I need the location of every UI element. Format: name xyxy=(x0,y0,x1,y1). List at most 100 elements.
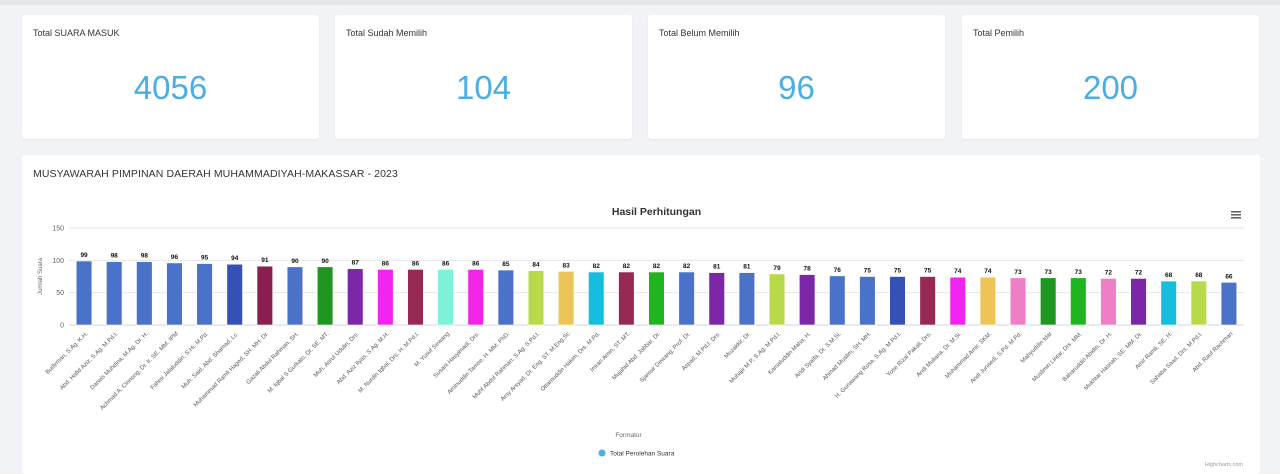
bar[interactable] xyxy=(859,276,876,326)
bar[interactable] xyxy=(708,272,725,326)
bar[interactable] xyxy=(557,271,575,326)
bar[interactable] xyxy=(799,274,816,326)
data-label: 73 xyxy=(1075,269,1083,276)
data-label: 90 xyxy=(321,258,329,265)
card-label: Total Pemilih xyxy=(973,28,1025,38)
bar[interactable] xyxy=(166,262,183,326)
bar[interactable] xyxy=(106,261,123,326)
data-label: 68 xyxy=(1165,272,1173,279)
x-tick-label: Abd. Hafid Aziz, S.Ag. M.Pd.I. xyxy=(59,331,120,392)
x-tick-label: Muhajir M.P, S.Ag. M.Pd.I. xyxy=(729,331,783,385)
bar[interactable] xyxy=(226,263,243,326)
bar[interactable] xyxy=(1070,277,1087,326)
x-tick-label: Fahmi Jalaluddin, S.Hi. M.Pd. xyxy=(150,331,210,391)
bar[interactable] xyxy=(467,269,484,326)
legend-marker[interactable] xyxy=(598,449,606,457)
bar[interactable] xyxy=(919,276,936,326)
credits-link[interactable]: Highcharts.com xyxy=(1205,462,1244,468)
x-tick-label: Gazali Abdul Rahman, SH. xyxy=(246,331,301,386)
data-label: 86 xyxy=(472,260,480,267)
bar[interactable] xyxy=(256,265,273,326)
data-label: 86 xyxy=(412,260,420,267)
card-value: 200 xyxy=(1082,69,1139,106)
card-total-pemilih: Total Pemilih 200 xyxy=(962,15,1259,139)
data-label: 84 xyxy=(532,262,540,269)
bar[interactable] xyxy=(1160,280,1177,326)
data-label: 99 xyxy=(80,252,88,259)
bar[interactable] xyxy=(196,263,213,326)
x-tick-label: Mahyuddin Idar xyxy=(1020,331,1053,364)
bar[interactable] xyxy=(316,266,334,326)
data-label: 74 xyxy=(984,268,992,275)
data-label: 85 xyxy=(502,261,510,268)
bar[interactable] xyxy=(889,276,906,326)
bar[interactable] xyxy=(377,269,394,326)
bar[interactable] xyxy=(497,269,514,326)
data-label: 98 xyxy=(111,253,119,260)
card-label: Total SUARA MASUK xyxy=(33,28,120,38)
data-label: 75 xyxy=(924,268,932,275)
data-label: 87 xyxy=(352,260,360,267)
data-label: 75 xyxy=(864,268,872,275)
bar-chart: Hasil Perhitungan 0 50 100 150 Jumlah Suara 99… xyxy=(38,206,1244,468)
data-label: 82 xyxy=(653,263,661,270)
x-tick-label: Aminuddin Tamse, H. MM. PhD. xyxy=(447,331,512,396)
bar[interactable] xyxy=(1009,277,1027,326)
data-label: 86 xyxy=(382,260,390,267)
data-label: 78 xyxy=(804,266,812,273)
bar[interactable] xyxy=(527,270,545,326)
bar[interactable] xyxy=(407,269,424,326)
x-tick-label: Muh. Said, Abd. Shamad, Lc. xyxy=(181,331,240,390)
bar[interactable] xyxy=(1190,280,1207,326)
data-label: 76 xyxy=(834,267,842,274)
bar[interactable] xyxy=(588,271,605,326)
data-label: 68 xyxy=(1195,272,1203,279)
bar[interactable] xyxy=(1220,282,1238,326)
data-label: 95 xyxy=(201,255,209,262)
bar[interactable] xyxy=(75,260,93,326)
data-label: 91 xyxy=(261,257,269,264)
data-label: 94 xyxy=(231,255,239,262)
data-label: 82 xyxy=(683,263,691,270)
bar[interactable] xyxy=(618,271,635,326)
x-tick-label: Andi Junaedi, S.Pd. M.Pd. xyxy=(970,331,1024,385)
bar[interactable] xyxy=(347,268,364,326)
top-bar xyxy=(0,0,1280,5)
chart-title: Hasil Perhitungan xyxy=(612,206,701,218)
data-label: 82 xyxy=(623,263,631,270)
data-label: 73 xyxy=(1045,269,1053,276)
bar[interactable] xyxy=(437,269,454,326)
data-label: 66 xyxy=(1225,273,1233,280)
data-label: 72 xyxy=(1135,269,1143,276)
card-total-suara-masuk: Total SUARA MASUK 4056 xyxy=(22,15,319,139)
y-tick-label: 150 xyxy=(52,226,64,233)
x-tick-label: Muhf Abdul Rahman, S.Ag. S.Pd.I. xyxy=(472,331,542,401)
x-tick-label: H. Gunawang Rosa, S.Ag. M.Pd.I. xyxy=(834,331,903,400)
bar[interactable] xyxy=(1100,278,1117,326)
x-tick-label: Muslimin Lintar, Drs. MM. xyxy=(1032,331,1084,383)
legend-item[interactable]: Total Perolehan Suara xyxy=(610,451,675,458)
bar[interactable] xyxy=(678,271,695,326)
data-label: 73 xyxy=(1014,269,1022,276)
x-tick-label: M. Iqbal S Gurkato, Dr. SE. MT. xyxy=(267,331,331,395)
card-value: 104 xyxy=(455,69,512,106)
bar[interactable] xyxy=(648,271,665,326)
bar[interactable] xyxy=(1130,278,1147,326)
bar[interactable] xyxy=(768,273,786,326)
card-label: Total Sudah Memilih xyxy=(346,28,428,38)
bar[interactable] xyxy=(136,261,153,326)
x-tick-label: Mukhtar Hasnah, SE. MM. Dr. xyxy=(1083,331,1144,392)
bar[interactable] xyxy=(829,275,846,326)
hamburger-menu-icon[interactable] xyxy=(1231,211,1241,219)
card-value: 96 xyxy=(778,69,815,106)
chart-panel: MUSYAWARAH PIMPINAN DAERAH MUHAMMADIYAH-… xyxy=(22,155,1260,474)
bar[interactable] xyxy=(1040,277,1057,326)
x-tick-label: Muzakkir, Dr. xyxy=(724,331,753,360)
card-total-sudah-memilih: Total Sudah Memilih 104 xyxy=(335,15,632,139)
bar[interactable] xyxy=(286,266,304,326)
data-label: 98 xyxy=(141,253,149,260)
bar[interactable] xyxy=(949,276,966,326)
data-label: 72 xyxy=(1105,269,1113,276)
bar[interactable] xyxy=(979,276,997,326)
bar[interactable] xyxy=(738,272,756,326)
